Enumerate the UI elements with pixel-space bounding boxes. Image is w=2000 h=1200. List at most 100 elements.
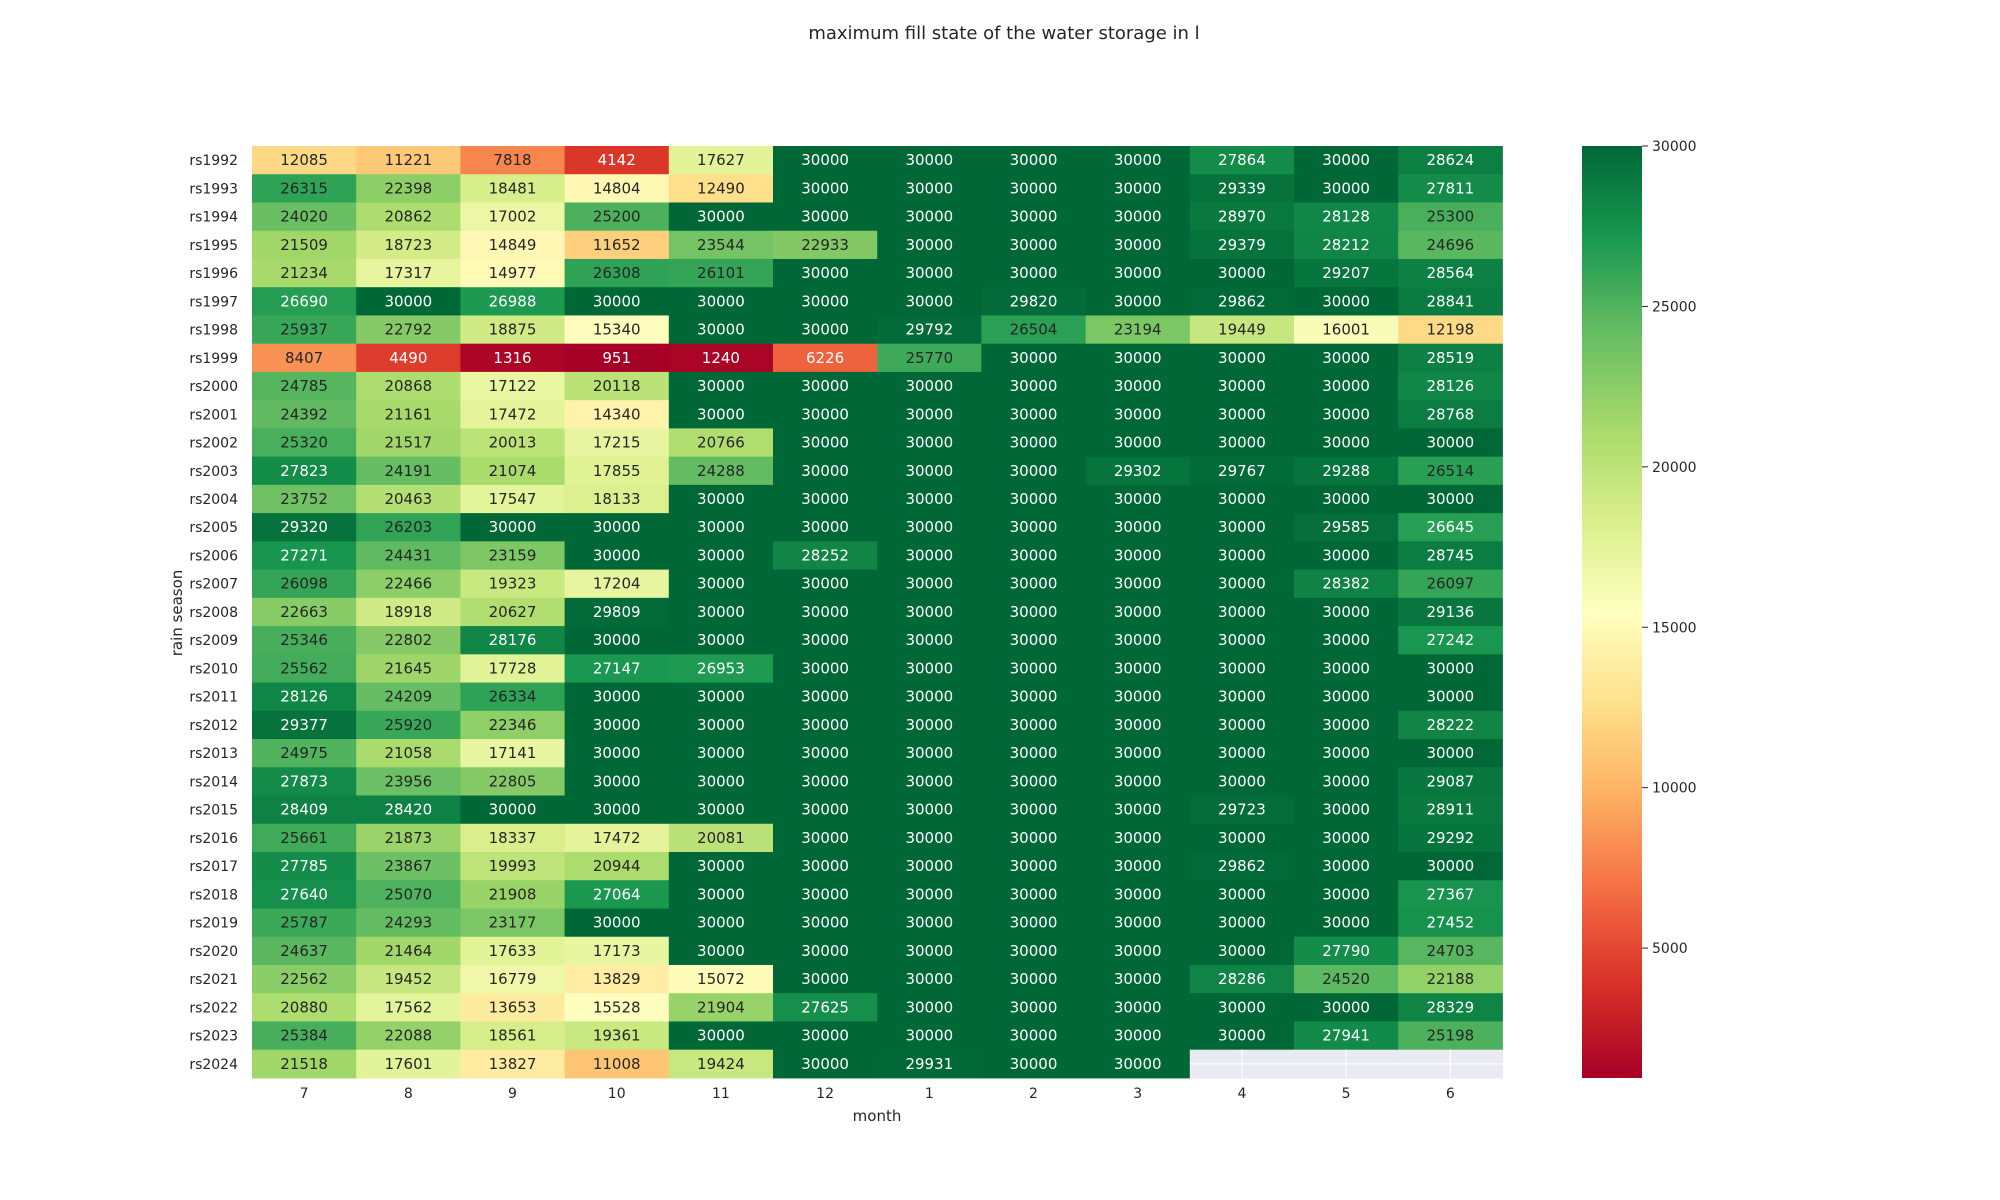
cell-value-label: 30000 — [1218, 942, 1266, 960]
heatmap-cell — [356, 428, 461, 458]
heatmap-cell — [1294, 852, 1399, 881]
cell-value-label: 30000 — [1322, 659, 1370, 677]
cell-value-label: 30000 — [1114, 179, 1162, 197]
cell-value-label: 29767 — [1218, 462, 1266, 480]
cell-value-label: 30000 — [905, 970, 953, 988]
cell-value-label: 26308 — [593, 264, 641, 282]
row-tick-label: rs2020 — [189, 944, 238, 960]
cell-value-label: 1240 — [702, 349, 740, 367]
heatmap-cell — [1398, 654, 1503, 684]
cell-value-label: 30000 — [1114, 151, 1162, 169]
cell-value-label: 21517 — [384, 434, 432, 452]
heatmap-cell — [1085, 569, 1191, 599]
heatmap-cell — [877, 626, 982, 655]
heatmap-cell — [460, 1049, 566, 1079]
cell-value-label: 30000 — [593, 914, 641, 932]
cell-value-label: 30000 — [801, 772, 849, 790]
heatmap-cell — [1189, 767, 1295, 797]
cell-value-label: 17173 — [593, 942, 641, 960]
heatmap-cell — [356, 146, 461, 175]
cell-value-label: 23194 — [1114, 321, 1162, 339]
heatmap-cell — [1085, 230, 1191, 260]
cell-value-label: 30000 — [489, 801, 537, 819]
cell-value-label: 20013 — [489, 434, 537, 452]
heatmap-cell — [1294, 964, 1399, 994]
heatmap-cell — [877, 202, 982, 232]
heatmap-cell — [668, 513, 774, 542]
cell-value-label: 29087 — [1426, 772, 1474, 790]
heatmap-cell — [668, 936, 774, 966]
cell-value-label: 30000 — [905, 631, 953, 649]
heatmap-cell — [460, 597, 566, 627]
heatmap-cell — [1398, 710, 1503, 740]
colorbar-tick-labels: 5000 10000 15000 20000 25000 30000 — [1642, 139, 1697, 957]
heatmap-cell — [564, 315, 670, 345]
heatmap-cell — [877, 287, 982, 316]
cell-value-label: 6226 — [806, 349, 844, 367]
cell-value-label: 12198 — [1426, 321, 1474, 339]
cell-value-label: 24209 — [384, 688, 432, 706]
heatmap-cell — [1294, 880, 1399, 909]
cell-value-label: 17601 — [384, 1055, 432, 1073]
heatmap-cell — [773, 1049, 878, 1079]
heatmap-cell — [1398, 569, 1503, 599]
heatmap-cell — [1189, 484, 1295, 514]
heatmap-cell — [564, 993, 670, 1022]
row-tick-label: rs2005 — [189, 520, 238, 536]
heatmap-cell — [877, 146, 982, 175]
cell-value-label: 28409 — [280, 801, 328, 819]
heatmap-cell — [1294, 456, 1399, 486]
cell-value-label: 30000 — [1322, 857, 1370, 875]
cell-value-label: 30000 — [801, 377, 849, 395]
cell-value-label: 30000 — [1322, 434, 1370, 452]
heatmap-cell — [252, 484, 357, 514]
cell-value-label: 30000 — [905, 405, 953, 423]
row-tick-label: rs2023 — [189, 1029, 238, 1045]
heatmap-cell — [773, 428, 878, 458]
row-tick-label: rs2014 — [189, 774, 238, 790]
heatmap-cell — [1189, 258, 1295, 288]
cell-value-label: 30000 — [801, 659, 849, 677]
heatmap-cell — [773, 682, 878, 712]
heatmap-cell — [1398, 795, 1503, 825]
cell-value-label: 30000 — [1218, 914, 1266, 932]
heatmap-cell — [356, 852, 461, 881]
heatmap-cell — [356, 626, 461, 655]
heatmap-cell — [981, 287, 1087, 316]
row-tick-label: rs1992 — [189, 153, 238, 169]
heatmap-cell — [773, 795, 878, 825]
cell-value-label: 25770 — [905, 349, 953, 367]
cell-value-label: 30000 — [1218, 659, 1266, 677]
cell-value-label: 30000 — [1322, 405, 1370, 423]
cell-value-label: 15072 — [697, 970, 745, 988]
heatmap-cell — [1294, 258, 1399, 288]
cell-value-label: 19361 — [593, 1027, 641, 1045]
heatmap-cell — [981, 315, 1087, 345]
cell-value-label: 30000 — [801, 603, 849, 621]
heatmap-cell — [460, 767, 566, 797]
cell-value-label: 21509 — [280, 236, 328, 254]
heatmap-cell — [356, 654, 461, 684]
cell-value-label: 21908 — [489, 885, 537, 903]
heatmap-cell — [460, 1021, 566, 1051]
heatmap-cell — [1189, 315, 1295, 345]
cell-value-label: 30000 — [1322, 151, 1370, 169]
heatmap-cell — [1085, 484, 1191, 514]
cell-value-label: 30000 — [1426, 659, 1474, 677]
row-tick-label: rs1994 — [189, 210, 238, 226]
cell-value-label: 30000 — [1010, 349, 1058, 367]
cell-value-label: 30000 — [489, 518, 537, 536]
heatmap-cell — [1398, 456, 1503, 486]
cell-value-label: 30000 — [1010, 631, 1058, 649]
heatmap-cell — [460, 739, 566, 768]
colorbar-tick-label: 10000 — [1652, 781, 1697, 797]
cell-value-label: 30000 — [1114, 998, 1162, 1016]
cell-value-label: 30000 — [1114, 546, 1162, 564]
cell-value-label: 30000 — [593, 744, 641, 762]
heatmap-cell — [460, 964, 566, 994]
heatmap-cell — [564, 230, 670, 260]
heatmap-cell — [356, 936, 461, 966]
heatmap-cell — [1085, 823, 1191, 853]
cell-value-label: 30000 — [1010, 1027, 1058, 1045]
cell-value-label: 28286 — [1218, 970, 1266, 988]
